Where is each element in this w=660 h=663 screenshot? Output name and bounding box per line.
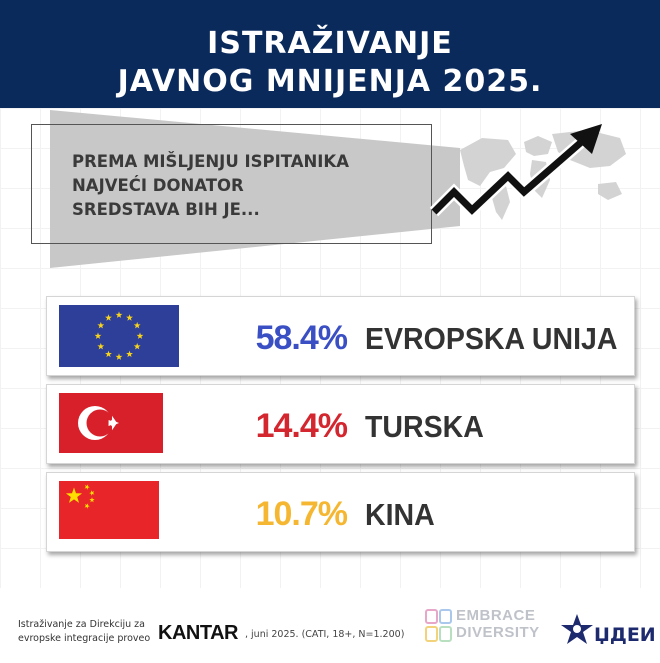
embrace-line2: DIVERSITY bbox=[456, 624, 540, 641]
eu-star-icon bbox=[133, 321, 141, 329]
question-line3: SREDSTAVA BIH JE... bbox=[72, 200, 260, 219]
header-title-line1: ISTRAŽIVANJE bbox=[207, 26, 453, 61]
donor-name: KINA bbox=[365, 497, 435, 532]
survey-note: , juni 2025. (CATI, 18+, N=1.200) bbox=[245, 629, 405, 640]
eu-star-icon bbox=[115, 353, 123, 360]
cden-logo-text: ЏДЕИ bbox=[594, 624, 656, 646]
donor-name: EVROPSKA UNIJA bbox=[365, 321, 618, 356]
percentage-label: 58.4% bbox=[255, 319, 348, 357]
kantar-logo: KANTAR bbox=[158, 622, 238, 644]
result-row-eu: 58.4% EVROPSKA UNIJA bbox=[46, 296, 635, 376]
eu-star-icon bbox=[115, 311, 123, 318]
cden-star-logo-icon bbox=[561, 614, 593, 644]
china-star-icon bbox=[89, 497, 95, 503]
turkey-flag-icon bbox=[59, 393, 163, 453]
question-line1: PREMA MIŠLJENJU ISPITANIKA bbox=[72, 152, 349, 171]
result-row-turkey: 14.4% TURSKA bbox=[46, 384, 635, 464]
donor-name: TURSKA bbox=[365, 409, 484, 444]
world-map-arrow-icon bbox=[429, 124, 626, 220]
embrace-diversity-logo-icon bbox=[425, 609, 452, 642]
china-star-icon bbox=[84, 503, 90, 509]
china-star-icon bbox=[89, 490, 95, 496]
header-title-line2: JAVNOG MNIJENJA 2025. bbox=[117, 64, 543, 99]
eu-star-icon bbox=[126, 314, 133, 321]
footer-line2: evropske integracije proveo bbox=[18, 633, 151, 644]
footer-credit: Istraživanje za Direkciju za evropske in… bbox=[18, 618, 150, 646]
percentage-label: 14.4% bbox=[255, 407, 348, 445]
footer-line1: Istraživanje za Direkciju za bbox=[18, 619, 145, 630]
question-line2: NAJVEĆI DONATOR bbox=[72, 176, 244, 195]
eu-star-icon bbox=[94, 332, 102, 339]
question-text: PREMA MIŠLJENJU ISPITANIKA NAJVEĆI DONAT… bbox=[72, 150, 412, 222]
eu-star-icon bbox=[133, 342, 141, 350]
eu-star-icon bbox=[105, 314, 112, 321]
embrace-diversity-text: EMBRACE DIVERSITY bbox=[456, 607, 540, 641]
china-star-icon bbox=[84, 484, 90, 490]
header-banner: ISTRAŽIVANJE JAVNOG MNIJENJA 2025. bbox=[0, 0, 660, 108]
percentage-label: 10.7% bbox=[255, 495, 348, 533]
china-star-icon bbox=[65, 487, 83, 503]
result-row-china: 10.7% KINA bbox=[46, 472, 635, 552]
embrace-line1: EMBRACE bbox=[456, 607, 536, 624]
eu-flag-icon bbox=[59, 305, 179, 367]
eu-star-icon bbox=[97, 321, 105, 329]
eu-star-icon bbox=[136, 332, 144, 339]
eu-star-icon bbox=[105, 350, 112, 358]
question-frame bbox=[31, 124, 432, 244]
eu-star-icon bbox=[97, 342, 105, 350]
eu-star-icon bbox=[126, 350, 133, 358]
question-banner-shape bbox=[50, 110, 460, 268]
china-flag-icon bbox=[59, 481, 159, 539]
